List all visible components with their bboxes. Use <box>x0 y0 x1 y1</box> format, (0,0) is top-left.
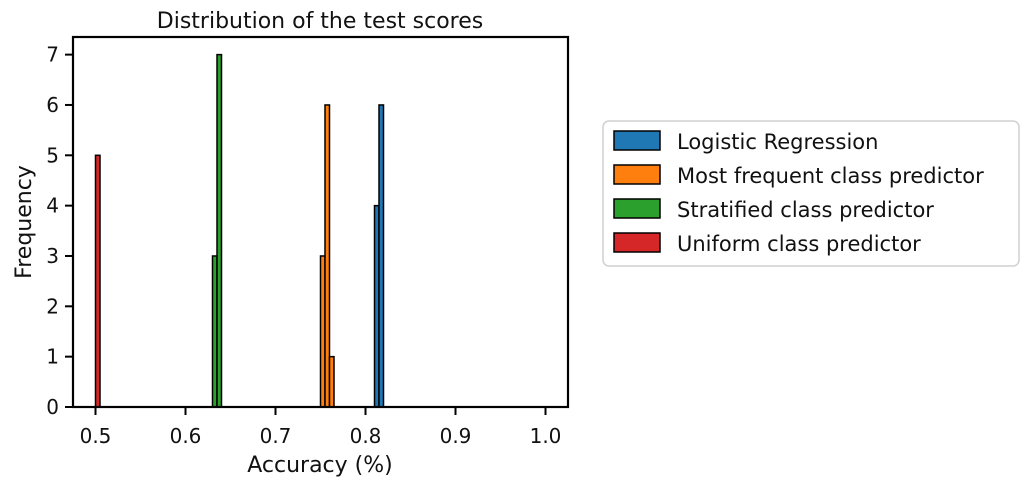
legend-label: Stratified class predictor <box>677 198 934 222</box>
legend-swatch <box>613 130 661 151</box>
y-tick-label: 5 <box>46 143 59 167</box>
x-tick-label: 0.7 <box>260 424 292 448</box>
x-tick-label: 1.0 <box>530 424 562 448</box>
x-tick-label: 0.8 <box>350 424 382 448</box>
legend-swatch <box>613 164 661 185</box>
chart-title: Distribution of the test scores <box>157 9 483 34</box>
legend-label: Uniform class predictor <box>677 232 921 256</box>
x-tick-label: 0.5 <box>80 424 112 448</box>
x-axis-ticks: 0.5 0.6 0.7 0.8 0.9 1.0 <box>80 407 562 448</box>
y-axis-label: Frequency <box>12 165 37 279</box>
x-tick-label: 0.6 <box>170 424 202 448</box>
plot-frame <box>71 35 570 409</box>
y-tick-label: 0 <box>46 395 59 419</box>
x-axis-label: Accuracy (%) <box>247 453 393 478</box>
histogram-bar <box>94 154 101 408</box>
histogram-bar <box>216 53 223 408</box>
y-tick-label: 1 <box>46 345 59 369</box>
legend-swatch <box>613 232 661 253</box>
histogram-bar <box>328 355 335 408</box>
plot-area <box>94 53 385 408</box>
x-tick-label: 0.9 <box>440 424 472 448</box>
y-tick-label: 2 <box>46 294 59 318</box>
y-axis-ticks: 0 1 2 3 4 5 6 7 <box>46 43 73 419</box>
legend-label: Logistic Regression <box>677 130 878 154</box>
y-tick-label: 3 <box>46 244 59 268</box>
histogram-bar <box>378 104 385 408</box>
legend-swatch <box>613 198 661 219</box>
legend-box <box>602 120 1020 267</box>
y-tick-label: 6 <box>46 93 59 117</box>
legend-label: Most frequent class predictor <box>677 164 984 188</box>
legend: Logistic Regression Most frequent class p… <box>602 120 1020 267</box>
y-tick-label: 7 <box>46 43 59 67</box>
y-tick-label: 4 <box>46 194 59 218</box>
